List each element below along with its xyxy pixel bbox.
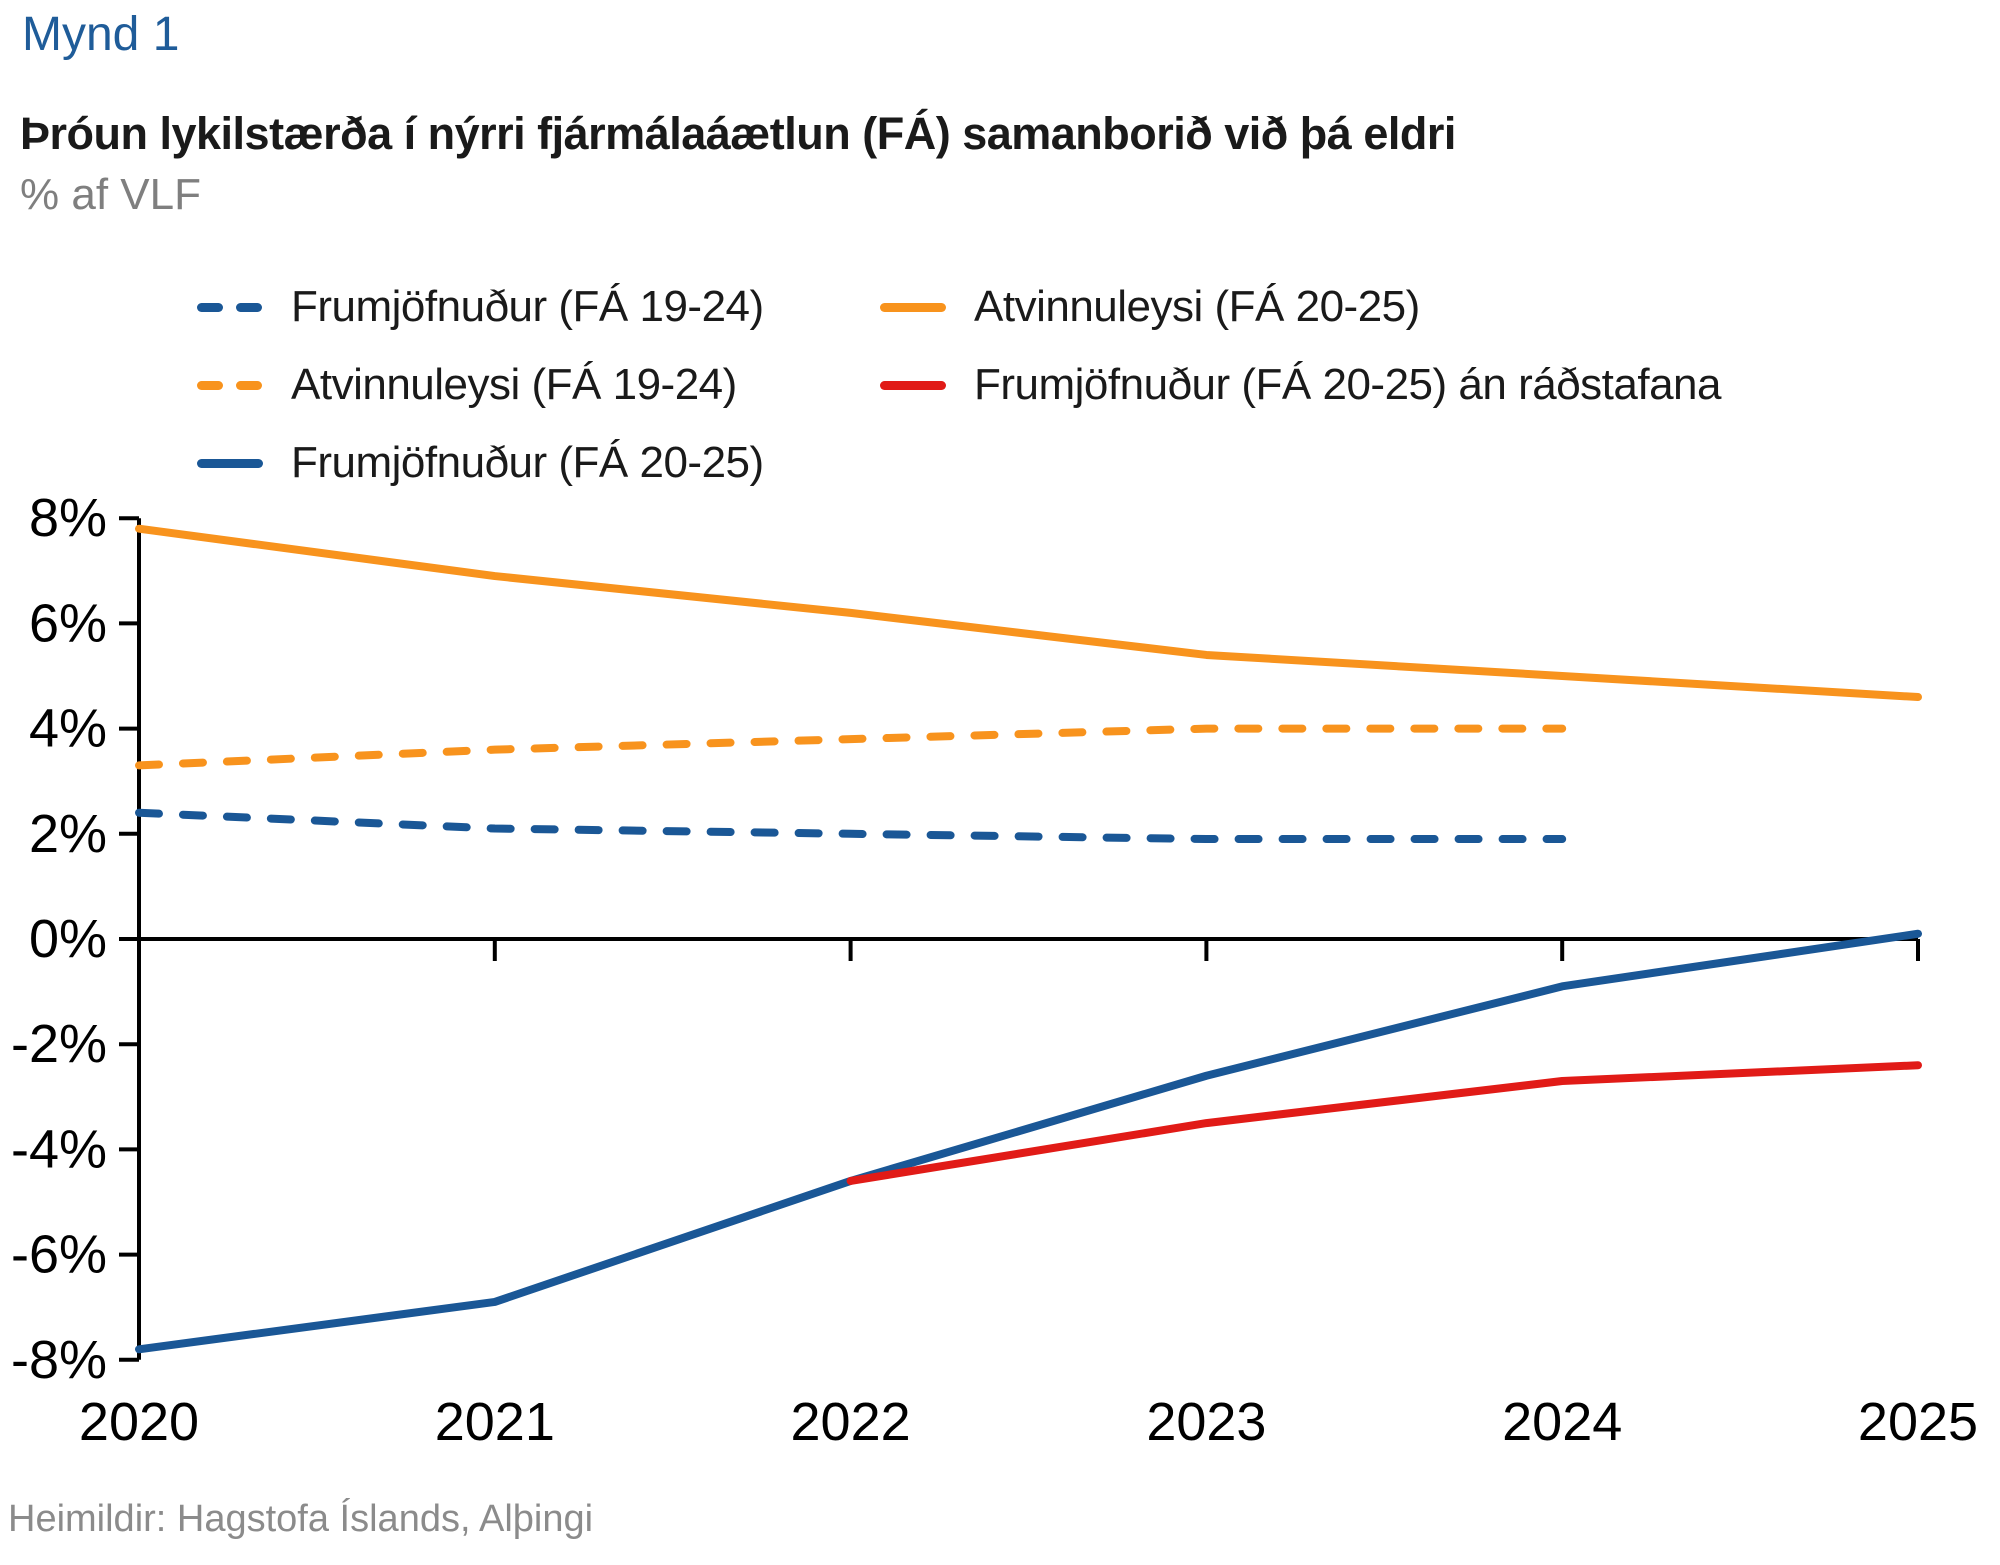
y-tick-label: 8% <box>29 488 107 548</box>
legend-swatch-bar <box>236 302 262 312</box>
chart-subtitle-unit: % af VLF <box>20 170 201 219</box>
x-tick-label: 2020 <box>79 1392 199 1452</box>
legend-swatch-bar <box>197 302 223 312</box>
legend-swatch-blue-solid-icon <box>197 458 263 468</box>
legend-item-frumjofnudur-fa-19-24: Frumjöfnuður (FÁ 19-24) <box>197 282 880 332</box>
legend-swatch-red-solid-icon <box>880 380 946 390</box>
x-tick-label: 2021 <box>435 1392 555 1452</box>
x-tick-label: 2024 <box>1502 1392 1622 1452</box>
y-tick-label: -8% <box>11 1330 107 1390</box>
y-tick-label: 6% <box>29 593 107 653</box>
series-line-atvinnuleysi-fá-19-24 <box>135 724 1567 770</box>
legend-item-atvinnuleysi-fa-19-24: Atvinnuleysi (FÁ 19-24) <box>197 360 880 410</box>
legend-swatch-bar <box>880 302 946 312</box>
legend-swatch-bar <box>880 380 946 390</box>
y-tick-label: 0% <box>29 909 107 969</box>
source-note: Heimildir: Hagstofa Íslands, Alþingi <box>8 1498 594 1540</box>
legend-label: Frumjöfnuður (FÁ 19-24) <box>291 282 764 331</box>
legend-swatch-orange-solid-icon <box>880 302 946 312</box>
legend-swatch-blue-dashed-icon <box>197 302 263 312</box>
legend-label: Frumjöfnuður (FÁ 20-25) án ráðstafana <box>974 360 1722 409</box>
y-tick-label: -6% <box>11 1225 107 1285</box>
legend-swatch-bar <box>197 380 223 390</box>
legend-swatch-bar <box>236 380 262 390</box>
legend-item-atvinnuleysi-fa-20-25: Atvinnuleysi (FÁ 20-25) <box>880 282 1721 332</box>
legend-item-frumjofnudur-fa-20-25-an-radstafana: Frumjöfnuður (FÁ 20-25) án ráðstafana <box>880 360 1722 410</box>
y-tick-label: -4% <box>11 1119 107 1179</box>
y-tick-label: -2% <box>11 1014 107 1074</box>
x-tick-label: 2022 <box>791 1392 911 1452</box>
legend-swatch-bar <box>197 458 263 468</box>
legend-swatch-orange-dashed-icon <box>197 380 263 390</box>
figure-label: Mynd 1 <box>22 8 180 61</box>
y-tick-label: 4% <box>29 699 107 759</box>
legend-label: Atvinnuleysi (FÁ 20-25) <box>974 282 1420 331</box>
series-line-frumjöfnuður-fá-19-24 <box>135 808 1567 844</box>
series-line-frumjöfnuður-fá-20-25 <box>135 929 1922 1354</box>
chart-legend: Frumjöfnuður (FÁ 19-24) Atvinnuleysi (FÁ… <box>197 268 1722 502</box>
legend-label: Atvinnuleysi (FÁ 19-24) <box>291 360 737 409</box>
series-line-frumjöfnuður-fá-20-25-án-ráðstafana <box>846 1061 1922 1185</box>
x-tick-label: 2025 <box>1858 1392 1978 1452</box>
legend-label: Frumjöfnuður (FÁ 20-25) <box>291 438 764 487</box>
legend-item-frumjofnudur-fa-20-25: Frumjöfnuður (FÁ 20-25) <box>197 438 880 488</box>
y-tick-label: 2% <box>29 804 107 864</box>
chart-title: Þróun lykilstærða í nýrri fjármálaáætlun… <box>20 108 1456 159</box>
series-line-atvinnuleysi-fá-20-25 <box>135 524 1922 702</box>
x-tick-label: 2023 <box>1146 1392 1266 1452</box>
